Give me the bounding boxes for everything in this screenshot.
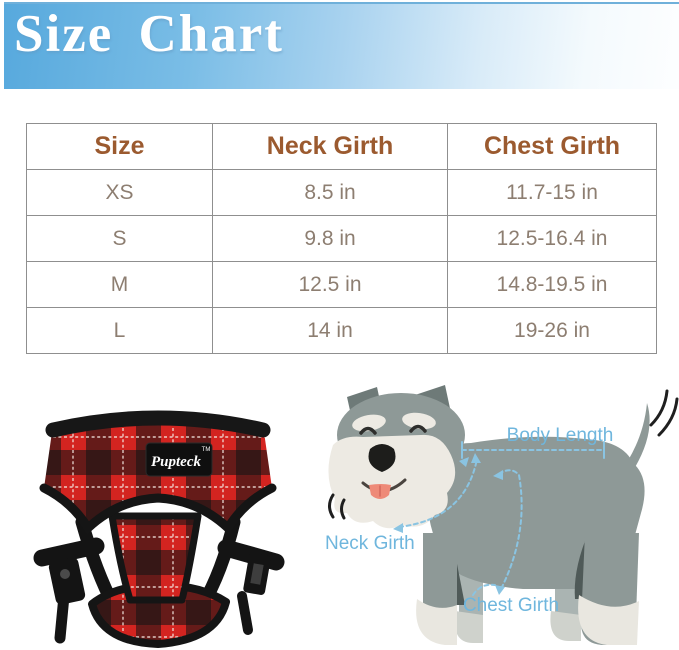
cell-neck: 12.5 in — [212, 261, 448, 308]
cell-neck: 9.8 in — [212, 215, 448, 262]
dog-nose-icon — [368, 444, 396, 472]
header-cell-chest: Chest Girth — [447, 123, 657, 170]
harness-product-image: Pupteck TM — [30, 396, 286, 648]
chest-girth-measure: Chest Girth — [463, 469, 559, 616]
head-wag-line-icon — [340, 498, 346, 520]
body-length-measure: Body Length — [459, 425, 613, 467]
table-row: L 14 in 19-26 in — [26, 307, 657, 354]
header-band — [4, 2, 679, 89]
harness-brand-label: Pupteck TM — [145, 442, 213, 477]
table-row: S 9.8 in 12.5-16.4 in — [26, 215, 657, 262]
dog-measurement-diagram: Body Length Neck Girth Chest Girth — [323, 383, 679, 650]
neck-girth-label: Neck Girth — [325, 533, 415, 554]
page-title: Size Chart — [14, 5, 284, 63]
tail-wag-line-icon — [657, 397, 679, 437]
brand-text: Pupteck — [151, 454, 201, 470]
table-row: M 12.5 in 14.8-19.5 in — [26, 261, 657, 308]
harness-illustration: Pupteck TM — [33, 410, 285, 648]
body-length-label: Body Length — [507, 425, 614, 446]
cell-size: S — [26, 215, 213, 262]
trademark-text: TM — [202, 447, 211, 453]
dog-tail — [618, 403, 650, 477]
chest-girth-label: Chest Girth — [463, 595, 559, 616]
cell-size: XS — [26, 169, 213, 216]
dog-illustration: Body Length Neck Girth Chest Girth — [325, 385, 679, 645]
cell-chest: 14.8-19.5 in — [447, 261, 657, 308]
size-table: Size Neck Girth Chest Girth XS 8.5 in 11… — [26, 123, 657, 354]
cell-size: M — [26, 261, 213, 308]
cell-chest: 12.5-16.4 in — [447, 215, 657, 262]
dog-eye-icon — [359, 426, 377, 435]
header-cell-neck: Neck Girth — [212, 123, 448, 170]
dog-eye-icon — [409, 424, 427, 433]
table-header-row: Size Neck Girth Chest Girth — [26, 123, 657, 170]
tail-wag-line-icon — [649, 389, 669, 427]
dog-head — [328, 385, 465, 529]
cell-neck: 8.5 in — [212, 169, 448, 216]
head-wag-line-icon — [328, 493, 335, 519]
cell-size: L — [26, 307, 213, 354]
cell-chest: 11.7-15 in — [447, 169, 657, 216]
header-cell-size: Size — [26, 123, 213, 170]
table-row: XS 8.5 in 11.7-15 in — [26, 169, 657, 216]
cell-chest: 19-26 in — [447, 307, 657, 354]
neck-girth-measure: Neck Girth — [325, 453, 481, 554]
cell-neck: 14 in — [212, 307, 448, 354]
